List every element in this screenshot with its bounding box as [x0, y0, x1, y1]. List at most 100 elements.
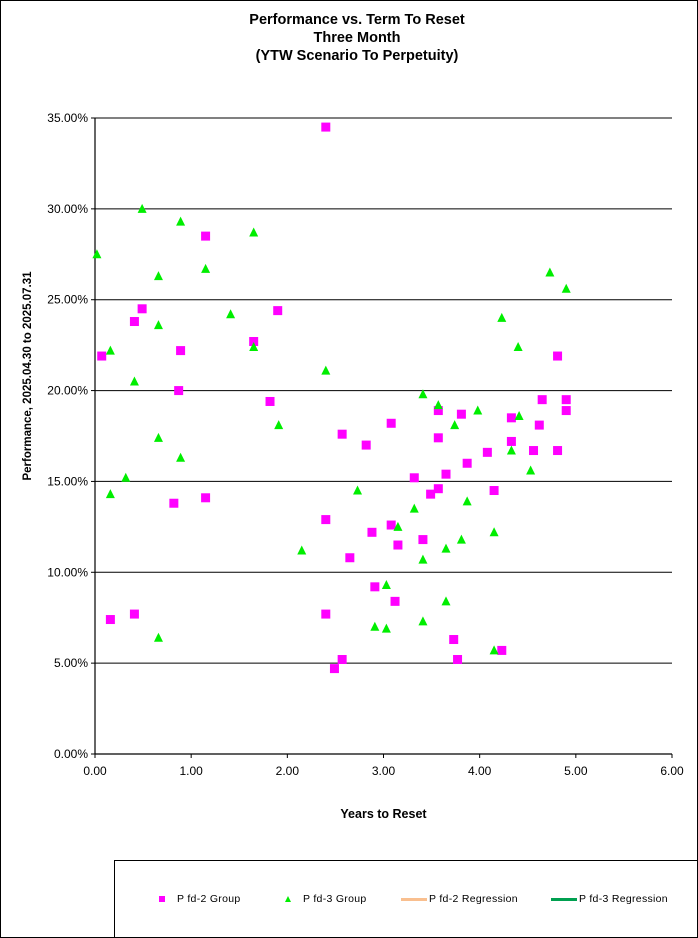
pfd2-data-point — [321, 122, 331, 132]
pfd2-data-point — [129, 609, 139, 619]
pfd2-data-point — [321, 515, 331, 525]
pfd2-data-point — [529, 446, 539, 456]
legend: P fd-2 Group P fd-3 Group P fd-2 Regress… — [114, 860, 698, 938]
legend-label: P fd-2 Group — [177, 893, 241, 905]
pfd3-data-point — [297, 545, 307, 555]
pfd2-data-point — [506, 436, 516, 446]
pfd3-data-point — [497, 312, 507, 322]
y-tick-label: 30.00% — [47, 202, 88, 216]
legend-label: P fd-3 Regression — [579, 893, 668, 905]
pfd2-data-point — [561, 395, 571, 405]
pfd3-data-point — [201, 263, 211, 273]
pfd2-data-point — [176, 346, 186, 356]
pfd3-data-point — [105, 345, 115, 355]
pfd2-data-point — [553, 351, 563, 361]
x-tick-label: 3.00 — [372, 764, 396, 778]
pfd2-data-point — [265, 396, 275, 406]
pfd2-data-point — [506, 413, 516, 423]
pfd2-data-point — [553, 446, 563, 456]
pfd2-data-point — [441, 469, 451, 479]
legend-label: P fd-2 Regression — [429, 893, 518, 905]
pfd3-data-point — [137, 203, 147, 213]
pfd3-data-point — [418, 616, 428, 626]
pfd2-data-point — [337, 429, 347, 439]
y-tick-label: 20.00% — [47, 384, 88, 398]
pfd3-data-point — [393, 521, 403, 531]
legend-item-pfd3-regression: P fd-3 Regression — [551, 893, 668, 905]
line-swatch-icon — [401, 897, 427, 901]
pfd3-data-point — [176, 216, 186, 226]
pfd2-data-point — [426, 489, 436, 499]
pfd3-data-point — [418, 554, 428, 564]
y-tick-label: 5.00% — [54, 656, 88, 670]
pfd3-data-point — [381, 623, 391, 633]
pfd3-data-point — [249, 227, 259, 237]
pfd3-data-point — [92, 249, 102, 259]
pfd2-data-point — [433, 433, 443, 443]
pfd2-data-point — [534, 420, 544, 430]
pfd3-data-point — [121, 472, 131, 482]
pfd3-data-point — [226, 309, 236, 319]
pfd3-data-point — [153, 320, 163, 330]
pfd3-data-point — [274, 420, 284, 430]
pfd2-data-point — [462, 458, 472, 468]
title-line-1: Performance vs. Term To Reset — [249, 12, 465, 28]
x-tick-label: 2.00 — [276, 764, 300, 778]
pfd3-data-point — [473, 405, 483, 415]
pfd3-data-point — [441, 596, 451, 606]
pfd3-data-point — [381, 580, 391, 590]
pfd3-data-point — [561, 283, 571, 293]
chart-title: Performance vs. Term To Reset Three Mont… — [0, 11, 698, 65]
square-marker-icon — [159, 896, 165, 902]
pfd3-data-point — [153, 271, 163, 281]
title-line-2: Three Month — [313, 30, 401, 46]
pfd2-data-point — [409, 473, 419, 483]
triangle-marker-icon — [285, 896, 291, 902]
pfd3-data-point — [321, 365, 331, 375]
legend-label: P fd-3 Group — [303, 893, 367, 905]
pfd3-data-point — [153, 632, 163, 642]
legend-item-pfd3-group: P fd-3 Group — [285, 893, 367, 905]
pfd3-data-point — [353, 485, 363, 495]
x-tick-label: 4.00 — [468, 764, 492, 778]
x-axis-label: Years to Reset — [340, 807, 427, 821]
pfd2-data-point — [201, 493, 211, 503]
pfd2-data-point — [561, 406, 571, 416]
pfd2-data-point — [129, 317, 139, 327]
pfd2-data-point — [321, 609, 331, 619]
pfd3-data-point — [433, 400, 443, 410]
pfd3-data-point — [176, 452, 186, 462]
y-tick-label: 25.00% — [47, 293, 88, 307]
pfd3-data-point — [450, 420, 460, 430]
line-swatch-icon — [551, 897, 577, 901]
pfd2-data-point — [345, 553, 355, 563]
pfd3-data-point — [489, 527, 499, 537]
legend-item-pfd2-group: P fd-2 Group — [159, 893, 241, 905]
pfd3-data-point — [441, 543, 451, 553]
pfd3-data-point — [129, 376, 139, 386]
y-tick-label: 15.00% — [47, 474, 88, 488]
pfd2-data-point — [249, 337, 259, 347]
pfd2-data-point — [489, 486, 499, 496]
y-tick-label: 35.00% — [47, 111, 88, 125]
pfd2-data-point — [201, 231, 211, 241]
pfd3-data-point — [526, 465, 536, 475]
pfd2-data-point — [482, 447, 492, 457]
pfd2-data-point — [337, 655, 347, 665]
pfd2-data-point — [105, 615, 115, 625]
pfd2-data-point — [390, 596, 400, 606]
x-tick-label: 5.00 — [564, 764, 588, 778]
pfd2-data-point — [329, 664, 339, 674]
pfd3-data-point — [418, 389, 428, 399]
pfd2-data-point — [273, 306, 283, 316]
x-tick-label: 1.00 — [179, 764, 203, 778]
pfd2-data-point — [537, 395, 547, 405]
pfd3-data-point — [489, 645, 499, 655]
pfd3-data-point — [105, 489, 115, 499]
pfd2-data-point — [393, 540, 403, 550]
pfd2-data-point — [169, 498, 179, 508]
pfd2-data-point — [453, 655, 463, 665]
pfd3-data-point — [506, 445, 516, 455]
title-line-3: (YTW Scenario To Perpetuity) — [255, 48, 459, 64]
